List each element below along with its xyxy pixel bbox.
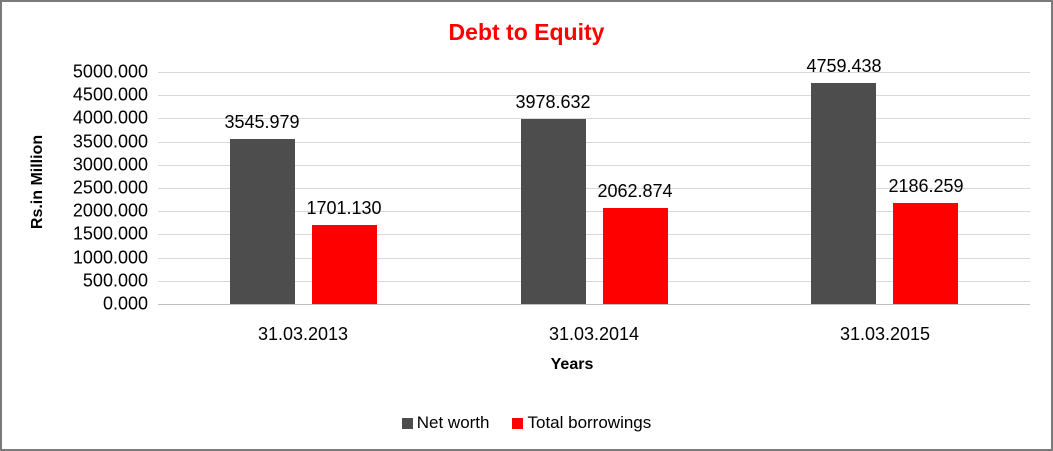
gridline — [158, 142, 1030, 143]
gridline — [158, 281, 1030, 282]
y-tick-label: 3000.000 — [72, 154, 148, 175]
total-borrowings-bar — [893, 203, 958, 304]
gridline — [158, 188, 1030, 189]
total-borrowings-bar — [603, 208, 668, 304]
gridline — [158, 165, 1030, 166]
chart-title: Debt to Equity — [448, 19, 605, 45]
y-tick-label: 2000.000 — [72, 200, 148, 221]
y-tick-label: 4500.000 — [72, 84, 148, 105]
y-tick-label: 3500.000 — [72, 131, 148, 152]
x-axis-line — [158, 304, 1030, 305]
legend-label: Total borrowings — [527, 413, 652, 432]
legend: Net worth Total borrowings — [2, 413, 1051, 433]
x-axis-title: Years — [550, 356, 594, 373]
y-axis-tick-labels: 5000.000 4500.000 4000.000 3500.000 3000.000… — [2, 62, 148, 314]
net-worth-bar — [811, 83, 876, 304]
net-worth-data-label: 4759.438 — [806, 56, 882, 76]
x-axis-category-labels: 31.03.2013 31.03.2014 31.03.2015 — [158, 324, 1030, 348]
y-tick-label: 0.000 — [102, 293, 148, 314]
net-worth-data-label: 3545.979 — [224, 112, 300, 132]
gridline — [158, 118, 1030, 119]
total-borrowings-data-label: 2062.874 — [597, 181, 673, 201]
net-worth-bar — [521, 119, 586, 304]
y-tick-label: 1500.000 — [72, 223, 148, 244]
x-category-label: 31.03.2015 — [839, 324, 931, 344]
legend-item-net-worth: Net worth — [401, 413, 490, 433]
legend-label: Net worth — [416, 413, 490, 432]
total-borrowings-data-label: 1701.130 — [306, 198, 382, 218]
y-tick-label: 2500.000 — [72, 177, 148, 198]
legend-item-total-borrowings: Total borrowings — [512, 413, 651, 433]
legend-swatch-icon — [401, 417, 413, 429]
total-borrowings-bar — [312, 225, 377, 304]
net-worth-data-label: 3978.632 — [515, 92, 591, 112]
x-category-label: 31.03.2014 — [548, 324, 640, 344]
net-worth-bar — [230, 139, 295, 304]
y-tick-label: 5000.000 — [72, 61, 148, 82]
gridline — [158, 211, 1030, 212]
gridline — [158, 95, 1030, 96]
gridline — [158, 258, 1030, 259]
y-tick-label: 500.000 — [82, 270, 148, 291]
gridline — [158, 234, 1030, 235]
plot-area: 3545.979 1701.130 3978.632 2062.874 4759.438… — [158, 56, 1030, 305]
legend-swatch-icon — [512, 417, 524, 429]
y-tick-label: 1000.000 — [72, 247, 148, 268]
gridline — [158, 72, 1030, 73]
x-category-label: 31.03.2013 — [257, 324, 349, 344]
total-borrowings-data-label: 2186.259 — [888, 176, 964, 196]
y-tick-label: 4000.000 — [72, 107, 148, 128]
